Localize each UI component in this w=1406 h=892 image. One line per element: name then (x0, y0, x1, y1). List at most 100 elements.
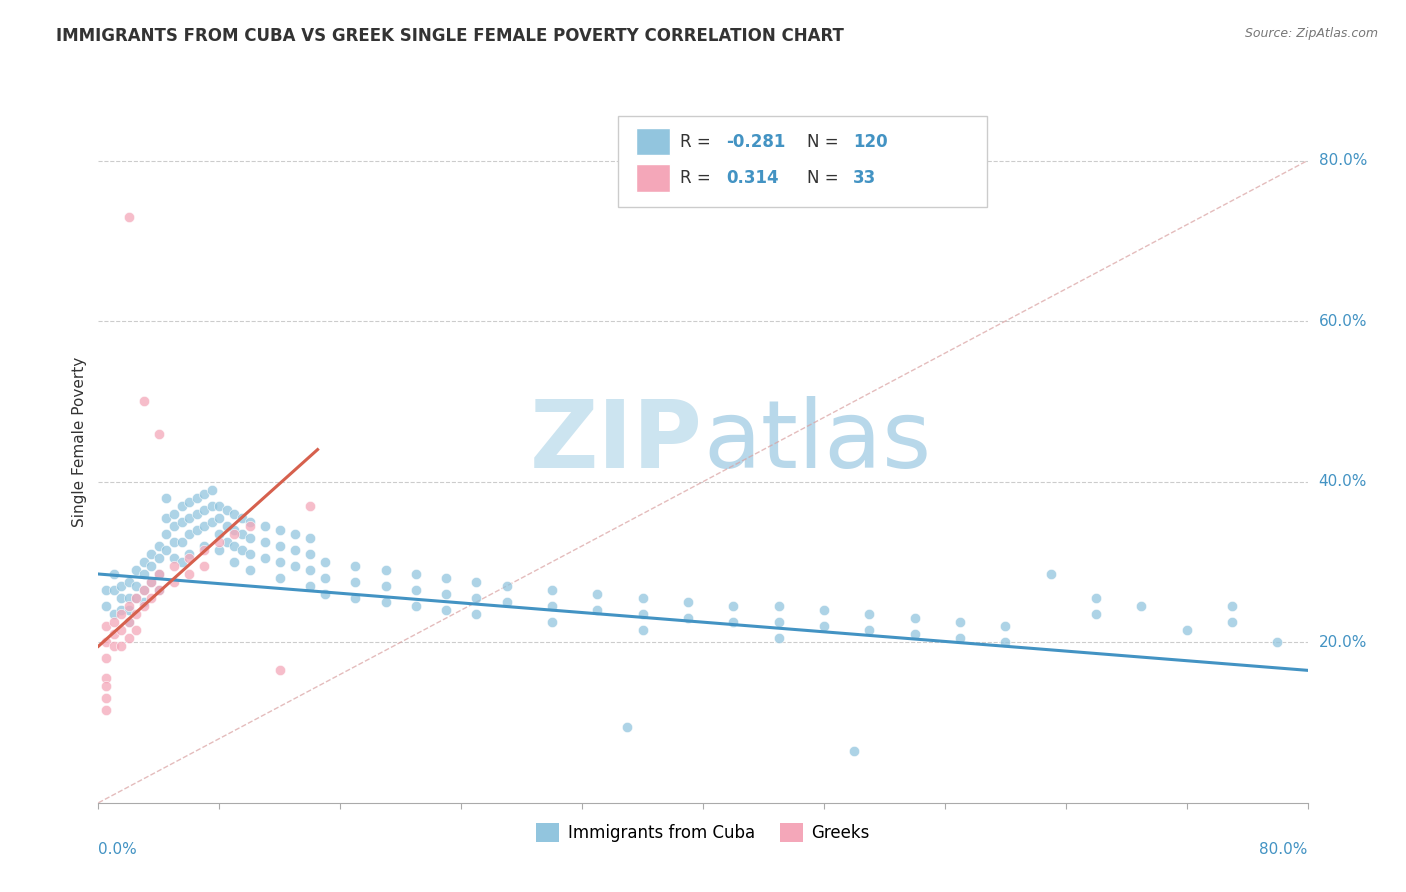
Point (141, 574, 163, 589)
Point (141, 574, 163, 589)
Point (208, 499, 231, 513)
Point (118, 210, 141, 224)
Point (616, 719, 638, 733)
Point (253, 550, 276, 566)
Point (215, 518, 238, 533)
FancyBboxPatch shape (637, 164, 671, 192)
Y-axis label: Single Female Poverty: Single Female Poverty (72, 357, 87, 526)
Point (676, 595, 699, 609)
Point (253, 518, 276, 533)
Point (170, 534, 193, 549)
Point (201, 515, 224, 529)
Point (163, 558, 186, 574)
Text: 20.0%: 20.0% (1319, 635, 1367, 649)
Point (994, 619, 1017, 633)
Text: 33: 33 (853, 169, 876, 186)
Text: N =: N = (807, 133, 844, 151)
Point (314, 555, 336, 569)
Point (434, 603, 457, 617)
Point (148, 583, 170, 598)
Point (186, 523, 208, 537)
Point (215, 502, 238, 516)
Point (110, 591, 132, 605)
Point (94, 691, 117, 706)
FancyBboxPatch shape (619, 117, 987, 207)
Point (170, 515, 193, 529)
Point (284, 542, 307, 557)
FancyBboxPatch shape (637, 128, 671, 155)
Point (103, 639, 125, 653)
Point (768, 615, 790, 630)
Point (163, 574, 186, 589)
Point (201, 499, 224, 513)
Point (141, 547, 163, 561)
Point (269, 664, 291, 678)
Point (193, 486, 215, 500)
Point (215, 534, 238, 549)
Point (110, 603, 132, 617)
Point (269, 523, 291, 537)
Point (374, 563, 396, 577)
Point (1175, 623, 1198, 637)
Point (103, 627, 125, 641)
Point (155, 526, 177, 541)
Point (904, 627, 927, 641)
Point (299, 499, 322, 513)
Point (148, 567, 170, 582)
Point (103, 583, 125, 598)
Point (103, 615, 125, 630)
Point (231, 542, 253, 557)
Point (141, 591, 163, 605)
Point (148, 567, 170, 582)
Point (179, 547, 201, 561)
Point (132, 583, 155, 598)
Point (224, 523, 246, 537)
Point (132, 394, 155, 409)
Point (193, 542, 215, 557)
Point (125, 591, 148, 605)
Point (231, 510, 253, 524)
Point (179, 526, 201, 541)
Point (434, 571, 457, 585)
Point (170, 555, 193, 569)
Point (495, 579, 517, 593)
Point (405, 583, 427, 598)
Point (344, 591, 367, 605)
Point (269, 555, 291, 569)
Point (118, 615, 141, 630)
Point (723, 599, 745, 614)
Point (125, 623, 148, 637)
Point (94, 703, 117, 717)
Point (858, 623, 880, 637)
Point (110, 579, 132, 593)
Point (224, 555, 246, 569)
Text: 60.0%: 60.0% (1319, 314, 1367, 328)
Point (132, 599, 155, 614)
Text: N =: N = (807, 169, 844, 186)
Point (163, 518, 186, 533)
Point (110, 607, 132, 621)
Point (813, 603, 835, 617)
Point (118, 574, 141, 589)
Point (1039, 567, 1062, 582)
Point (631, 623, 654, 637)
Point (208, 534, 231, 549)
Point (193, 502, 215, 516)
Point (631, 607, 654, 621)
Point (179, 510, 201, 524)
Point (1085, 607, 1108, 621)
Text: -0.281: -0.281 (725, 133, 786, 151)
Point (132, 583, 155, 598)
Point (201, 483, 224, 497)
Point (179, 550, 201, 566)
Point (179, 494, 201, 508)
Point (224, 539, 246, 553)
Point (125, 563, 148, 577)
Point (141, 558, 163, 574)
Text: IMMIGRANTS FROM CUBA VS GREEK SINGLE FEMALE POVERTY CORRELATION CHART: IMMIGRANTS FROM CUBA VS GREEK SINGLE FEM… (56, 27, 844, 45)
Point (768, 632, 790, 646)
Point (132, 595, 155, 609)
Point (344, 558, 367, 574)
Point (540, 615, 562, 630)
Point (405, 567, 427, 582)
